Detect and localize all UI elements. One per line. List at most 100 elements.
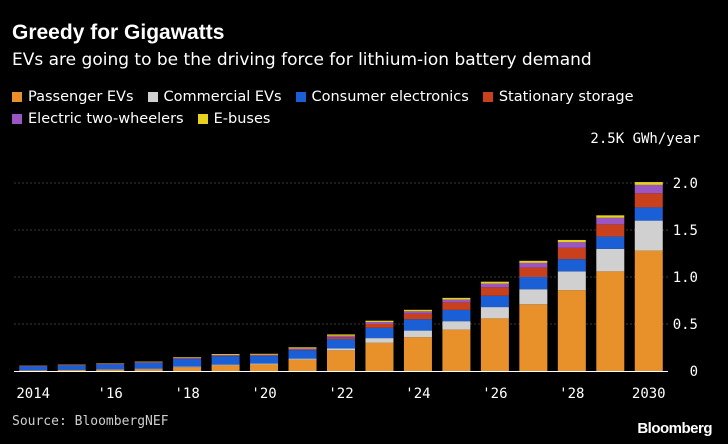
bar-segment — [403, 311, 432, 314]
legend-swatch-stationary-storage — [482, 92, 493, 102]
bar-segment — [96, 369, 125, 371]
bar-segment — [480, 318, 509, 371]
bar-segment — [250, 364, 279, 371]
bar-segment — [634, 182, 663, 185]
legend-item-electric-two-wheelers: Electric two-wheelers — [12, 111, 184, 127]
bar-segment — [480, 283, 509, 288]
bar-segment — [519, 262, 548, 268]
y-tick-label: 1.0 — [673, 270, 698, 286]
bar-segment — [442, 302, 471, 310]
legend-label-commercial-evs: Commercial EVs — [163, 89, 282, 105]
legend-swatch-e-buses — [197, 114, 208, 124]
bar-segment — [403, 319, 432, 331]
y-axis-unit-label: 2.5K GWh/year — [590, 131, 700, 147]
bar-segment — [634, 184, 663, 194]
legend-item-passenger-evs: Passenger EVs — [12, 89, 134, 105]
bar-segment — [134, 363, 163, 369]
y-tick-label: 1.5 — [673, 223, 698, 239]
bar-segment — [557, 247, 586, 260]
bar-segment — [327, 348, 355, 351]
y-tick-label: 0 — [690, 364, 698, 380]
bar-segment — [442, 309, 471, 322]
x-tick-label: '28 — [559, 386, 584, 402]
legend-label-electric-two-wheelers: Electric two-wheelers — [28, 111, 184, 127]
bar-segment — [365, 322, 394, 324]
legend-label-passenger-evs: Passenger EVs — [28, 89, 134, 105]
x-tick-label: '18 — [174, 386, 199, 402]
bar-segment — [403, 337, 432, 371]
bar-segment — [442, 297, 471, 300]
bar-segment — [596, 215, 625, 218]
legend-item-e-buses: E-buses — [197, 111, 271, 127]
bloomberg-logo: Bloomberg — [637, 420, 712, 437]
bar-segment — [327, 339, 355, 349]
bar-segment — [596, 217, 625, 225]
chart-subtitle: EVs are going to be the driving force fo… — [12, 50, 592, 70]
bar-segment — [519, 277, 548, 290]
bar-segment — [634, 193, 663, 208]
bar-segment — [134, 362, 163, 363]
bar-segment — [288, 347, 317, 349]
bar-segment — [365, 338, 394, 343]
bar-segment — [557, 271, 586, 291]
legend-item-stationary-storage: Stationary storage — [482, 89, 634, 105]
x-tick-label: '16 — [98, 386, 123, 402]
bar-segment — [557, 242, 586, 248]
bar-segment — [211, 365, 240, 371]
legend-swatch-consumer-electronics — [295, 92, 306, 102]
y-tick-label: 0.5 — [673, 317, 698, 333]
bar-segment — [211, 356, 240, 365]
bar-segment — [57, 365, 86, 370]
bar-segment — [596, 248, 625, 272]
bar-segment — [557, 259, 586, 272]
bar-segment — [596, 224, 625, 237]
legend-label-stationary-storage: Stationary storage — [498, 89, 634, 105]
x-tick-label: 2014 — [16, 386, 50, 402]
bar-segment — [250, 356, 279, 364]
bar-segment — [288, 349, 317, 351]
bar-segment — [96, 364, 125, 370]
bar-segment — [288, 350, 317, 359]
bar-segment — [211, 355, 240, 356]
chart-legend: Passenger EVs Commercial EVs Consumer el… — [12, 86, 712, 130]
bar-segment — [596, 271, 625, 371]
legend-swatch-passenger-evs — [12, 92, 22, 102]
bar-segment — [288, 348, 317, 350]
bar-segment — [519, 260, 548, 263]
bar-segment — [480, 295, 509, 308]
x-tick-label: '24 — [405, 386, 430, 402]
bar-segment — [519, 267, 548, 277]
bar-segment — [134, 369, 163, 371]
bar-segment — [288, 358, 317, 360]
bar-segment — [519, 289, 548, 305]
bar-segment — [211, 364, 240, 366]
bar-segment — [634, 220, 663, 251]
legend-item-commercial-evs: Commercial EVs — [147, 89, 282, 105]
bar-segment — [634, 207, 663, 221]
bar-segment — [365, 320, 394, 323]
legend-swatch-electric-two-wheelers — [12, 114, 22, 124]
bar-segment — [134, 361, 163, 363]
bar-segment — [519, 304, 548, 371]
legend-row-2: Electric two-wheelers E-buses — [12, 108, 712, 130]
bar-segment — [596, 236, 625, 249]
bar-segment — [250, 363, 279, 365]
bar-segment — [365, 342, 394, 371]
legend-swatch-commercial-evs — [147, 92, 158, 102]
bar-segment — [442, 321, 471, 330]
bar-segment — [557, 239, 586, 243]
bar-segment — [211, 354, 240, 356]
bar-segment — [57, 370, 86, 371]
bar-segment — [173, 366, 202, 368]
bar-segment — [250, 354, 279, 356]
x-tick-label: '22 — [328, 386, 353, 402]
chart-title: Greedy for Gigawatts — [12, 21, 225, 44]
bar-segment — [442, 299, 471, 303]
bar-segment — [19, 366, 48, 371]
bar-segment — [173, 367, 202, 371]
bar-segment — [96, 363, 125, 365]
bar-segment — [557, 290, 586, 371]
legend-label-e-buses: E-buses — [213, 111, 271, 127]
bar-segment — [327, 350, 355, 371]
